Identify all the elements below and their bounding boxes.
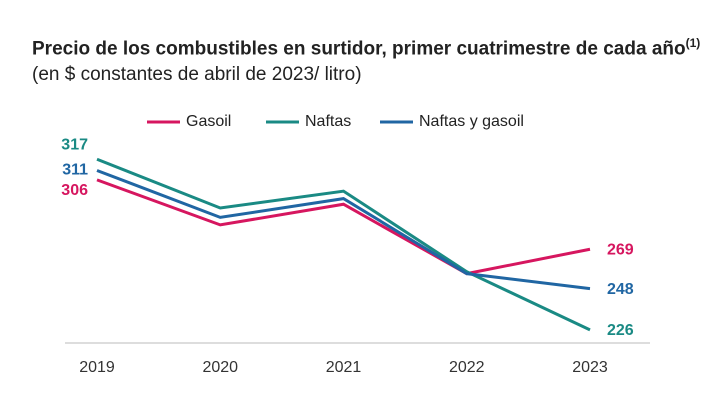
chart-title: Precio de los combustibles en surtidor, …	[32, 38, 686, 60]
value-label: 317	[61, 136, 88, 153]
legend-label: Gasoil	[186, 113, 231, 130]
value-label: 269	[607, 241, 634, 258]
x-tick-label: 2023	[572, 359, 608, 376]
value-label: 311	[62, 162, 88, 179]
value-label: 248	[607, 281, 634, 298]
x-tick-label: 2022	[449, 359, 485, 376]
title-note: (1)	[685, 36, 701, 50]
legend-label: Naftas	[305, 113, 351, 130]
title-block: Precio de los combustibles en surtidor, …	[32, 30, 702, 88]
series-line	[96, 169, 591, 291]
series-line	[96, 178, 591, 276]
value-label: 306	[61, 182, 88, 199]
x-tick-label: 2021	[326, 359, 362, 376]
x-tick-label: 2019	[79, 359, 115, 376]
legend-label: Naftas y gasoil	[419, 113, 524, 130]
x-tick-label: 2020	[202, 359, 238, 376]
chart-subtitle: (en $ constantes de abril de 2023/ litro…	[32, 64, 362, 86]
value-label: 226	[607, 322, 634, 339]
series-line	[96, 157, 591, 332]
